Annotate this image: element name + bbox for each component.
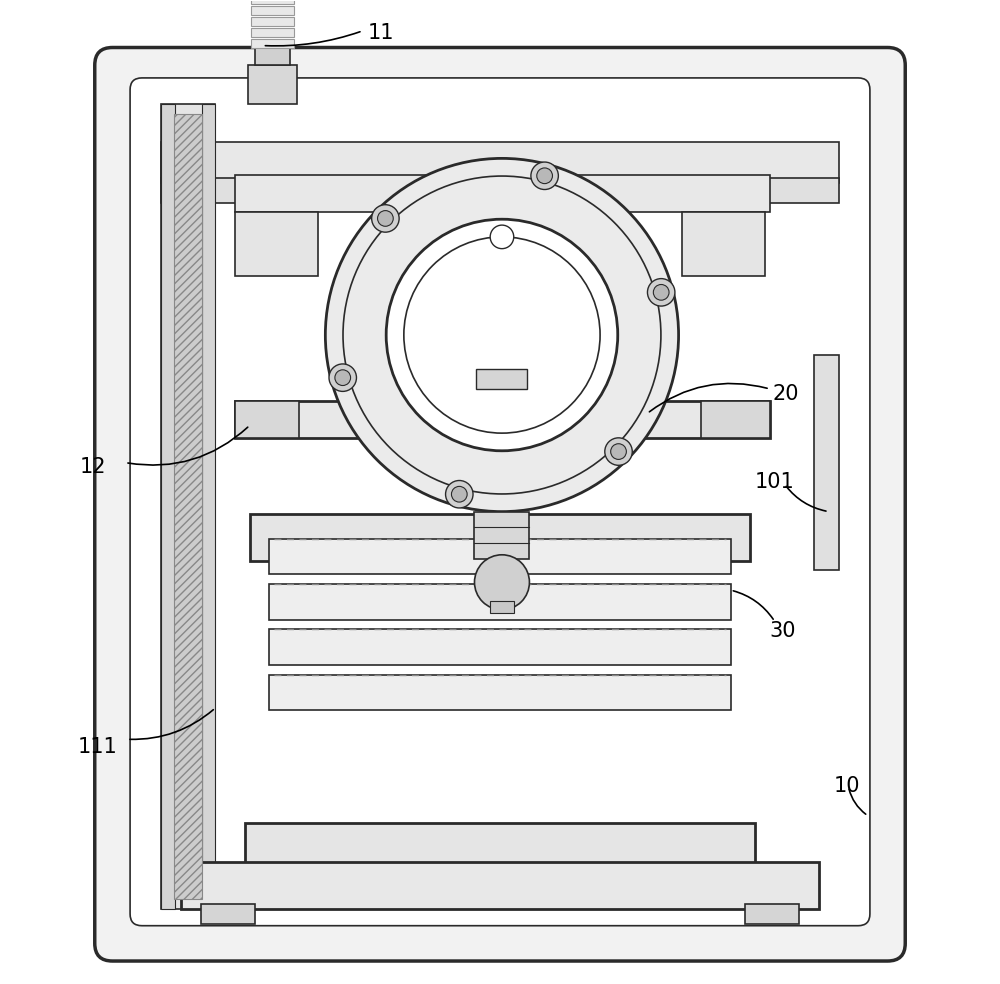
Bar (248, 65, 297, 104)
Circle shape (647, 278, 675, 306)
Circle shape (378, 211, 393, 226)
Bar (202, 104, 215, 909)
Bar (814, 354, 839, 571)
Bar (245, 823, 755, 867)
Bar (745, 904, 799, 924)
Circle shape (474, 555, 529, 610)
Circle shape (446, 480, 473, 508)
Circle shape (490, 225, 514, 249)
Text: 12: 12 (80, 458, 107, 477)
Text: 10: 10 (834, 776, 860, 796)
Circle shape (451, 486, 467, 502)
Bar (174, 114, 202, 899)
Bar (181, 862, 819, 909)
Circle shape (335, 370, 351, 386)
Bar (161, 142, 839, 183)
Circle shape (404, 237, 600, 433)
Bar (269, 584, 731, 620)
Bar (161, 104, 215, 909)
Circle shape (611, 444, 626, 460)
Bar (474, 512, 529, 559)
Circle shape (386, 219, 618, 451)
Bar (269, 674, 731, 709)
Circle shape (531, 162, 558, 190)
Bar (251, 0, 294, 4)
Text: 11: 11 (368, 23, 394, 42)
Bar (235, 400, 770, 438)
Bar (251, 38, 294, 47)
Bar (269, 539, 731, 575)
Bar (251, 28, 294, 36)
Circle shape (537, 168, 552, 184)
Text: 30: 30 (770, 621, 796, 642)
Bar (476, 369, 527, 389)
Bar (251, 6, 294, 15)
Circle shape (605, 438, 632, 465)
Circle shape (343, 176, 661, 494)
Circle shape (329, 364, 356, 392)
Bar (490, 601, 514, 613)
Circle shape (653, 284, 669, 300)
Bar (201, 904, 255, 924)
Circle shape (372, 205, 399, 232)
Bar (235, 400, 299, 438)
Bar (250, 514, 750, 561)
Bar (161, 104, 175, 909)
FancyBboxPatch shape (130, 78, 870, 926)
Text: 111: 111 (78, 737, 118, 757)
Text: 101: 101 (755, 472, 795, 492)
Bar (682, 213, 765, 277)
Circle shape (325, 158, 679, 512)
FancyBboxPatch shape (95, 47, 905, 961)
Bar (255, 47, 290, 65)
Bar (251, 17, 294, 26)
Bar (235, 175, 770, 213)
Bar (161, 178, 839, 203)
Text: 20: 20 (773, 384, 799, 403)
Bar (235, 213, 318, 277)
Bar (269, 630, 731, 665)
Bar (701, 400, 770, 438)
